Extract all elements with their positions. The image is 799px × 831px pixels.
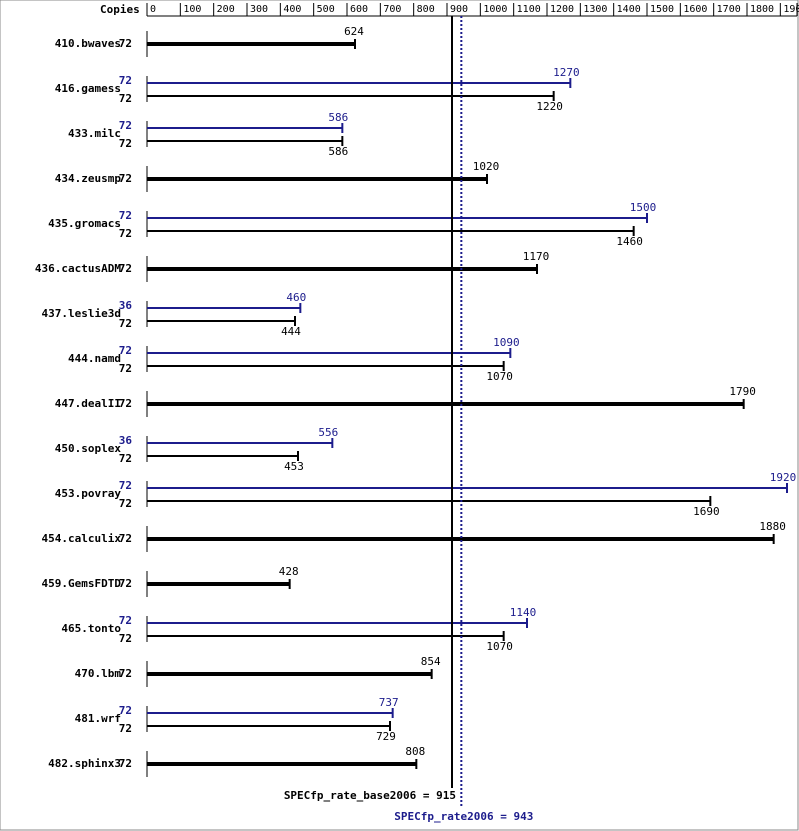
benchmark-name: 410.bwaves — [55, 37, 121, 50]
peak-copies: 72 — [119, 209, 132, 222]
copies: 72 — [119, 497, 132, 510]
value-label: 1690 — [693, 505, 720, 518]
benchmark-name: 433.milc — [68, 127, 121, 140]
peak-value-label: 556 — [318, 426, 338, 439]
x-tick-label: 100 — [183, 4, 201, 15]
copies: 72 — [119, 92, 132, 105]
x-tick-label: 800 — [417, 4, 435, 15]
copies: 72 — [119, 262, 132, 275]
copies: 72 — [119, 362, 132, 375]
value-label: 444 — [281, 325, 301, 338]
peak-copies: 72 — [119, 74, 132, 87]
benchmark-name: 482.sphinx3 — [48, 757, 121, 770]
x-tick-label: 500 — [317, 4, 335, 15]
benchmark-name: 481.wrf — [75, 712, 121, 725]
x-tick-label: 300 — [250, 4, 268, 15]
benchmark-name: 435.gromacs — [48, 217, 121, 230]
x-tick-label: 0 — [150, 4, 156, 15]
benchmark-name: 437.leslie3d — [42, 307, 121, 320]
copies: 72 — [119, 632, 132, 645]
value-label: 428 — [279, 565, 299, 578]
benchmark-name: 444.namd — [68, 352, 121, 365]
x-tick-label: 1000 — [483, 4, 507, 15]
x-tick-label: 400 — [283, 4, 301, 15]
benchmark-name: 436.cactusADM — [35, 262, 121, 275]
value-label: 1070 — [486, 370, 513, 383]
benchmark-name: 465.tonto — [61, 622, 121, 635]
benchmark-name: 454.calculix — [42, 532, 122, 545]
value-label: 1460 — [616, 235, 643, 248]
benchmark-name: 470.lbm — [75, 667, 122, 680]
copies: 72 — [119, 452, 132, 465]
value-label: 1020 — [473, 160, 500, 173]
x-tick-label: 1700 — [717, 4, 741, 15]
x-tick-label: 700 — [383, 4, 401, 15]
benchmark-name: 459.GemsFDTD — [42, 577, 122, 590]
value-label: 586 — [328, 145, 348, 158]
copies: 72 — [119, 757, 132, 770]
x-tick-label: 1500 — [650, 4, 674, 15]
peak-copies: 72 — [119, 479, 132, 492]
value-label: 729 — [376, 730, 396, 743]
peak-value-label: 460 — [286, 291, 306, 304]
x-tick-label: 1200 — [550, 4, 574, 15]
x-tick-label: 1600 — [683, 4, 707, 15]
benchmark-name: 416.gamess — [55, 82, 121, 95]
value-label: 1880 — [759, 520, 786, 533]
peak-copies: 72 — [119, 119, 132, 132]
x-tick-label: 900 — [450, 4, 468, 15]
copies: 72 — [119, 667, 132, 680]
x-tick-label: 1800 — [750, 4, 774, 15]
x-tick-label: 600 — [350, 4, 368, 15]
benchmark-name: 447.dealII — [55, 397, 121, 410]
copies: 72 — [119, 137, 132, 150]
peak-copies: 72 — [119, 344, 132, 357]
copies: 72 — [119, 722, 132, 735]
x-tick-label: 1100 — [517, 4, 541, 15]
benchmark-name: 434.zeusmp — [55, 172, 122, 185]
copies: 72 — [119, 317, 132, 330]
benchmark-name: 450.soplex — [55, 442, 122, 455]
copies: 72 — [119, 37, 132, 50]
value-label: 808 — [405, 745, 425, 758]
peak-metric-label: SPECfp_rate2006 = 943 — [394, 810, 533, 823]
peak-copies: 72 — [119, 704, 132, 717]
peak-copies: 72 — [119, 614, 132, 627]
x-tick-label: 1400 — [617, 4, 641, 15]
copies: 72 — [119, 397, 132, 410]
value-label: 624 — [344, 25, 364, 38]
copies: 72 — [119, 227, 132, 240]
value-label: 1790 — [729, 385, 756, 398]
value-label: 1070 — [486, 640, 513, 653]
x-tick-label: 1300 — [583, 4, 607, 15]
value-label: 1220 — [536, 100, 563, 113]
peak-value-label: 586 — [328, 111, 348, 124]
copies-header: Copies — [100, 3, 140, 16]
peak-value-label: 737 — [379, 696, 399, 709]
peak-value-label: 1140 — [510, 606, 537, 619]
peak-value-label: 1920 — [770, 471, 797, 484]
copies: 72 — [119, 577, 132, 590]
base-metric-label: SPECfp_rate_base2006 = 915 — [284, 789, 456, 802]
value-label: 1170 — [523, 250, 550, 263]
peak-copies: 36 — [119, 299, 133, 312]
benchmark-name: 453.povray — [55, 487, 122, 500]
peak-value-label: 1090 — [493, 336, 520, 349]
x-tick-label: 1900 — [783, 4, 799, 15]
x-tick-label: 200 — [217, 4, 235, 15]
copies: 72 — [119, 532, 132, 545]
value-label: 854 — [421, 655, 441, 668]
peak-value-label: 1500 — [630, 201, 657, 214]
peak-value-label: 1270 — [553, 66, 580, 79]
peak-copies: 36 — [119, 434, 133, 447]
copies: 72 — [119, 172, 132, 185]
value-label: 453 — [284, 460, 304, 473]
